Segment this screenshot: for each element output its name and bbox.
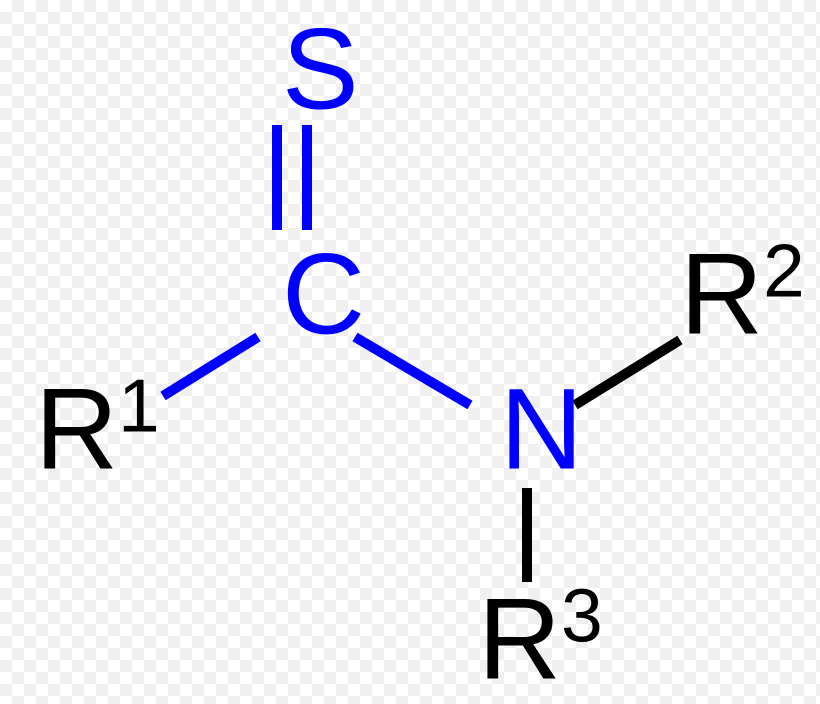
atom-label-R3: R3 [478, 583, 603, 698]
atom-label-S: S [282, 13, 359, 128]
bond-single-line [355, 337, 470, 405]
atom-label-R1: R1 [35, 373, 160, 488]
atom-superscript-R2: 2 [763, 228, 805, 312]
atom-label-N: N [500, 373, 583, 488]
atom-label-C: C [282, 238, 365, 353]
bond-single-line [575, 340, 680, 405]
atom-main-R1: R [35, 366, 118, 494]
bond-single-line [163, 337, 258, 396]
atom-superscript-R3: 3 [561, 573, 603, 657]
atom-main-R2: R [680, 231, 763, 359]
atom-label-R2: R2 [680, 238, 805, 353]
atom-main-R3: R [478, 576, 561, 704]
atom-superscript-R1: 1 [118, 363, 160, 447]
